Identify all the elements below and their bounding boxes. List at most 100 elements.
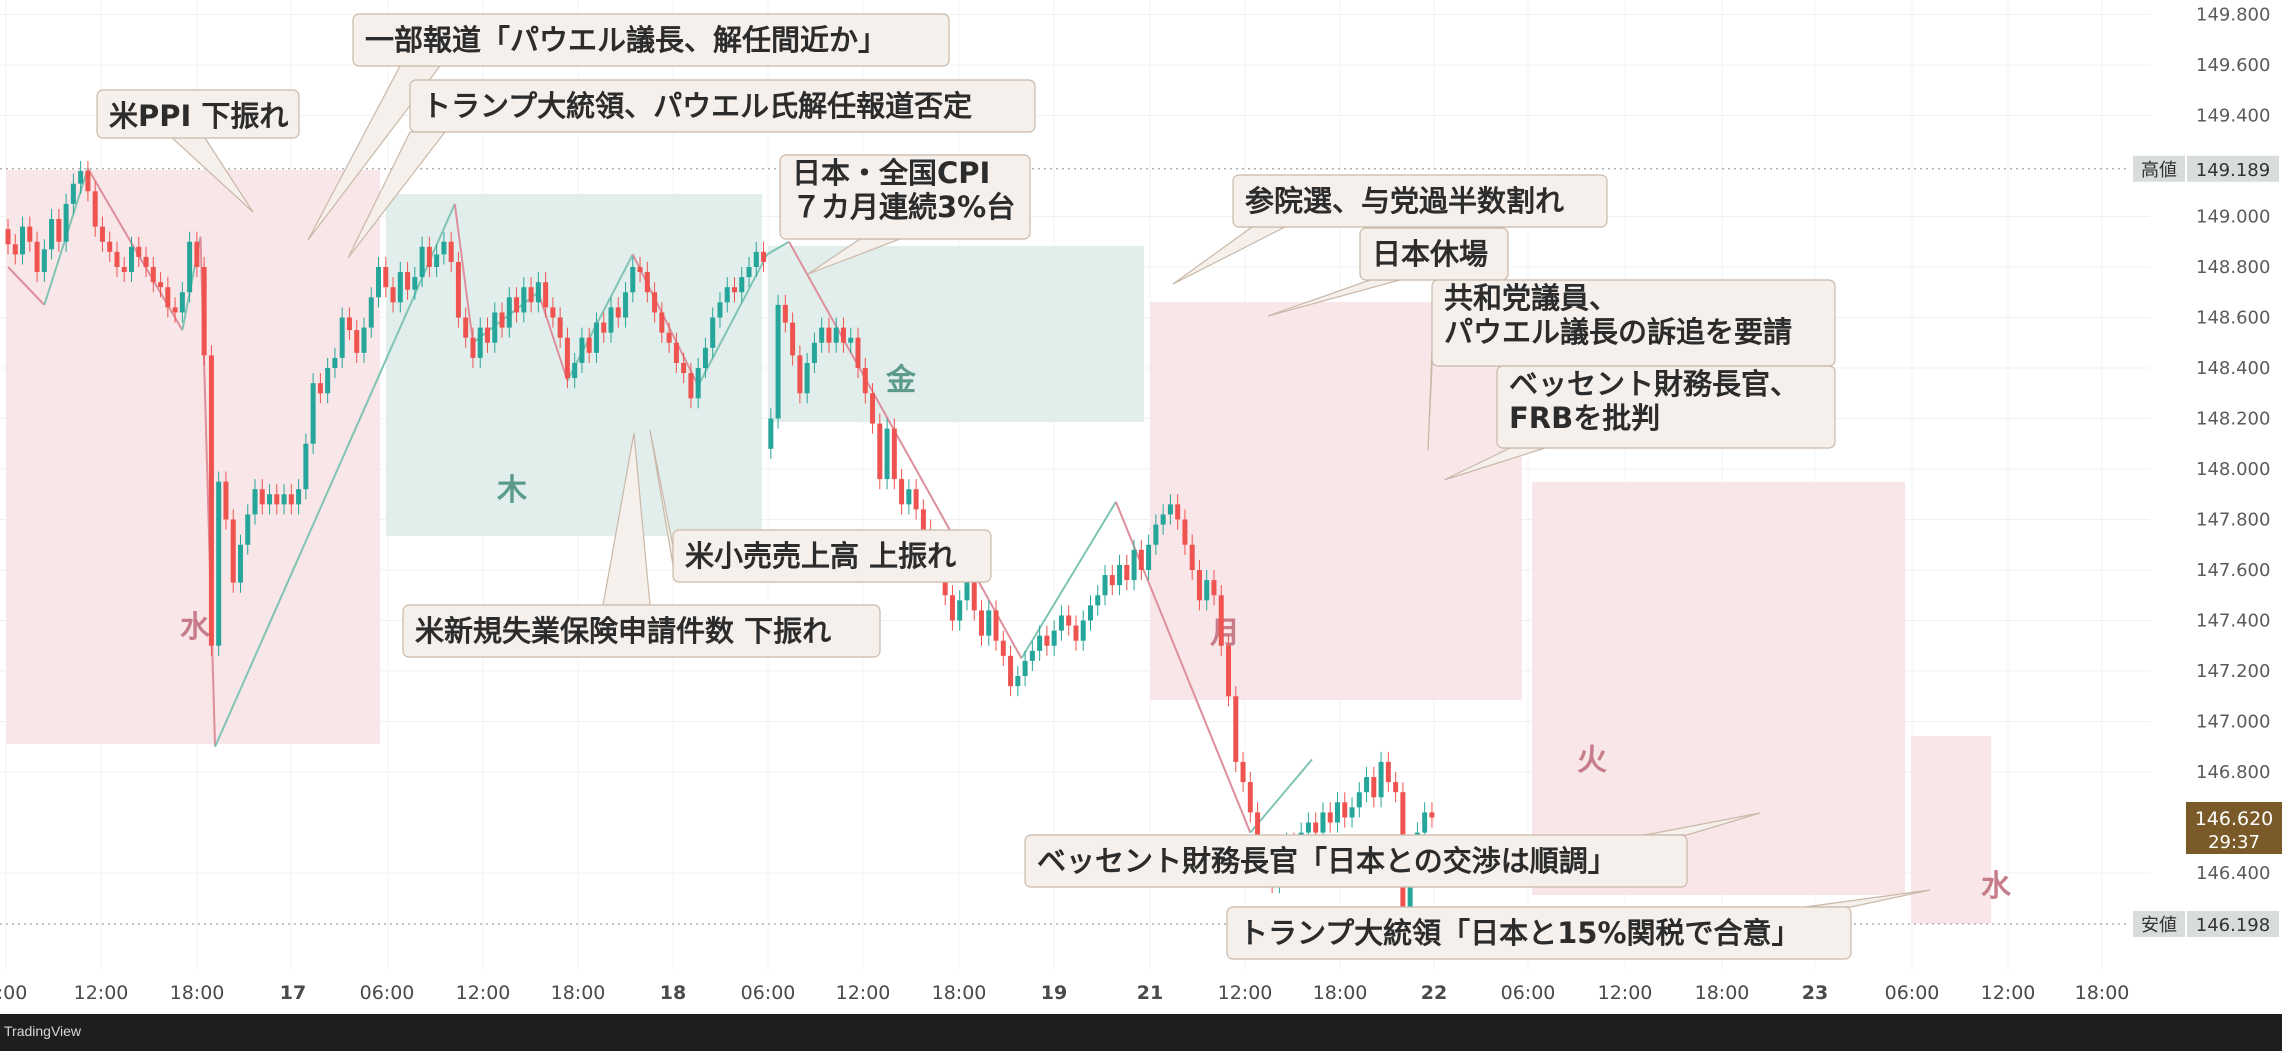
candle [5,219,11,255]
candle-body [790,322,796,356]
candle-body [920,509,926,530]
candle [993,600,999,651]
candle-body [267,494,273,505]
candle [208,345,214,656]
callout-box [352,13,950,67]
candle [1080,610,1086,651]
candle [1247,772,1253,823]
candle-body [535,282,541,303]
time-tick: 06:00 [741,982,796,1004]
annotation-text: 米PPI 下振れ [109,99,288,133]
candle [99,216,105,252]
candle [775,294,781,429]
candle [1153,514,1159,555]
candle [673,332,679,374]
candle-body [1233,696,1239,762]
annotation-text: ベッセント財務長官、 FRBを批判 [1509,367,1799,435]
candle-body [296,489,302,505]
annotation-text: 日本・全国CPI ７カ月連続3%台 [792,156,1015,224]
candle-body [891,428,897,480]
candle-body [230,519,236,583]
time-tick: 12:00 [74,982,129,1004]
candle [906,479,912,515]
price-tick: 147.800 [2196,510,2270,531]
annotation-line: 米新規失業保険申請件数 下振れ [415,614,831,648]
candle-body [63,203,69,242]
annotation-text: 米小売売上高 上振れ [685,539,956,573]
time-tick: 12:00 [1598,982,1653,1004]
candle-body [826,327,832,343]
candle [274,484,280,515]
candle [702,337,708,379]
candle [804,352,810,404]
price-tick: 147.400 [2196,611,2270,632]
candle [317,373,323,404]
tag-label: 高値 [2141,160,2177,181]
candle-body [1393,782,1399,793]
callout-box [409,79,1036,133]
candle-body [310,383,316,444]
candle [12,234,18,265]
candle-body [1226,645,1232,697]
candle [608,297,614,343]
candle-body [70,183,76,204]
zigzag-segment [631,253,700,387]
candle-body [499,312,505,328]
candle [979,600,985,646]
candle [593,312,599,363]
candle-body [1364,777,1370,793]
candle [376,256,382,308]
candle [550,297,556,328]
day-label: 金 [885,363,917,398]
annotation-text: 共和党議員、パウエル議長の訴追を要請 [1444,281,1792,349]
day-box [1911,736,1991,924]
last-price-bg [2186,802,2282,854]
candle-body [681,362,687,374]
tag-value-bg [2187,155,2279,182]
candle [63,193,69,252]
candle-body [746,267,752,278]
candle-body [572,362,578,379]
candle [150,256,156,293]
candle [230,509,236,593]
tag-value: 146.198 [2196,915,2270,936]
candle [1029,640,1035,671]
candle-body [376,267,382,298]
time-tick: 06:00 [1885,982,1940,1004]
candle-body [1044,635,1050,646]
zigzag-segment [1114,501,1252,833]
candle [499,302,505,338]
candle-body [979,610,985,636]
candle [1087,595,1093,631]
annotation-line: 一部報道「パウエル議長、解任間近か」 [365,23,887,57]
candle [129,236,135,283]
candle [739,267,745,303]
candle [949,585,955,631]
candle-body [1313,822,1319,833]
candle [397,261,403,313]
candle [717,292,723,328]
day-label: 水 [180,610,211,645]
candle-body [1146,544,1152,570]
time-tick: 12:00 [1218,982,1273,1004]
candle [790,312,796,366]
day-box [1150,302,1522,700]
candle-body [1080,620,1086,641]
price-tick: 149.600 [2196,55,2270,76]
candle-body [666,332,672,343]
candle [1385,751,1391,793]
candle [615,297,621,328]
candle-body [601,322,607,333]
annotation-line: 米小売売上高 上振れ [685,539,956,573]
candle-body [1160,514,1166,525]
candle-body [274,494,280,505]
annotation-callout: トランプ大統領、パウエル氏解任報道否定 [347,79,1036,259]
low-tag: 安値 146.198 [2133,911,2279,938]
candle-body [237,544,243,583]
price-tick: 148.600 [2196,308,2270,329]
zigzag-segment [453,203,474,343]
candle [492,302,498,353]
time-tick: 12:00 [456,982,511,1004]
